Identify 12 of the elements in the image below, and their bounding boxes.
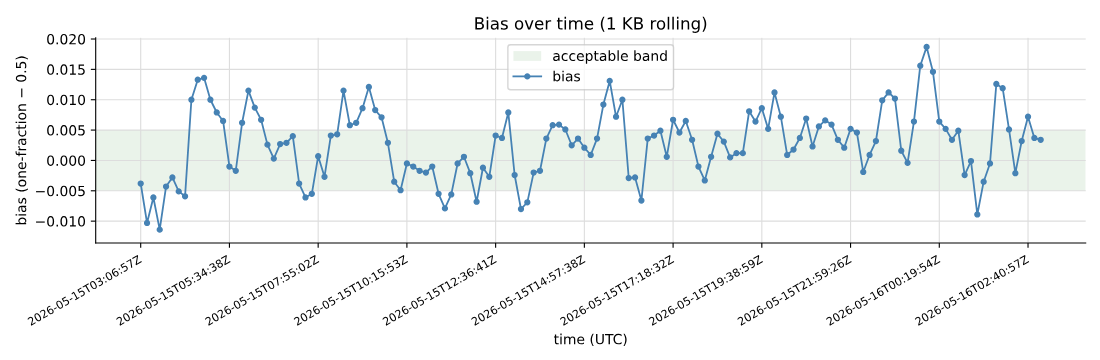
y-tick-label: −0.010 [36, 216, 86, 227]
y-tick-label: 0.015 [47, 64, 85, 75]
y-tick-label: 0.000 [47, 155, 86, 166]
y-tick-label: 0.005 [47, 125, 85, 136]
chart-title: Bias over time (1 KB rolling) [475, 16, 707, 33]
y-axis-title: bias (one-fraction − 0.5) [15, 56, 28, 225]
y-tick-label: 0.020 [47, 33, 86, 45]
y-tick-label: −0.005 [36, 185, 85, 197]
x-axis-title: time (UTC) [553, 333, 627, 347]
legend-label: bias [553, 70, 581, 82]
legend-label: acceptable band [553, 50, 667, 64]
y-tick-label: 0.010 [47, 94, 86, 106]
